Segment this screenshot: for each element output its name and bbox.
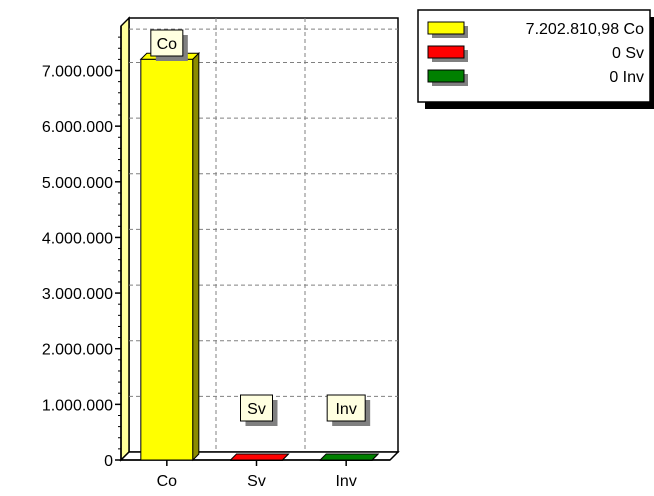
data-labels: Co Sv Inv xyxy=(150,29,371,426)
legend-swatch xyxy=(427,69,465,83)
data-label-sv: Sv xyxy=(240,394,278,426)
legend: 7.202.810,98 Co 0 Sv 0 Inv xyxy=(417,9,654,109)
x-tick-label: Inv xyxy=(335,473,356,490)
y-axis-labels: 0 1.000.000 2.000.000 3.000.000 4.000.000 5.0… xyxy=(42,64,113,470)
bar-top xyxy=(318,453,380,461)
data-label-text: Co xyxy=(157,36,178,53)
bar-co xyxy=(139,52,201,462)
legend-swatch xyxy=(427,21,465,35)
x-tick-label: Sv xyxy=(247,473,266,490)
chart-left-wall xyxy=(120,16,130,462)
legend-entry: 0 Sv xyxy=(427,45,644,62)
data-label-box xyxy=(326,394,366,422)
legend-entry: 0 Inv xyxy=(427,69,644,86)
chart-bars xyxy=(139,52,380,462)
y-tick-label: 4.000.000 xyxy=(42,230,113,247)
y-tick-label: 1.000.000 xyxy=(42,397,113,414)
y-tick-label: 3.000.000 xyxy=(42,286,113,303)
y-tick-label: 7.000.000 xyxy=(42,64,113,81)
bar-sv xyxy=(229,453,290,461)
legend-label: 0 Inv xyxy=(609,69,644,86)
bar-side xyxy=(282,453,289,461)
bar-front xyxy=(140,58,194,461)
y-tick-label: 0 xyxy=(104,453,113,470)
data-label-inv: Inv xyxy=(326,394,371,426)
data-label-box xyxy=(150,29,184,57)
data-label-text: Inv xyxy=(335,401,356,418)
data-label-text: Sv xyxy=(247,401,266,418)
y-tick-label: 5.000.000 xyxy=(42,175,113,192)
bar-top xyxy=(229,453,290,461)
legend-entry: 7.202.810,98 Co xyxy=(427,21,644,38)
y-tick-label: 6.000.000 xyxy=(42,119,113,136)
y-tick-label: 2.000.000 xyxy=(42,342,113,359)
bar-side xyxy=(371,453,379,461)
legend-label: 7.202.810,98 Co xyxy=(526,21,644,38)
legend-label: 0 Sv xyxy=(612,45,644,62)
bar-side xyxy=(192,52,200,462)
data-label-box xyxy=(240,394,273,422)
data-label-co: Co xyxy=(150,29,188,61)
legend-swatch xyxy=(427,45,465,59)
bar-inv xyxy=(318,453,380,461)
x-axis-labels: Co Sv Inv xyxy=(157,473,357,490)
x-tick-label: Co xyxy=(157,473,178,490)
